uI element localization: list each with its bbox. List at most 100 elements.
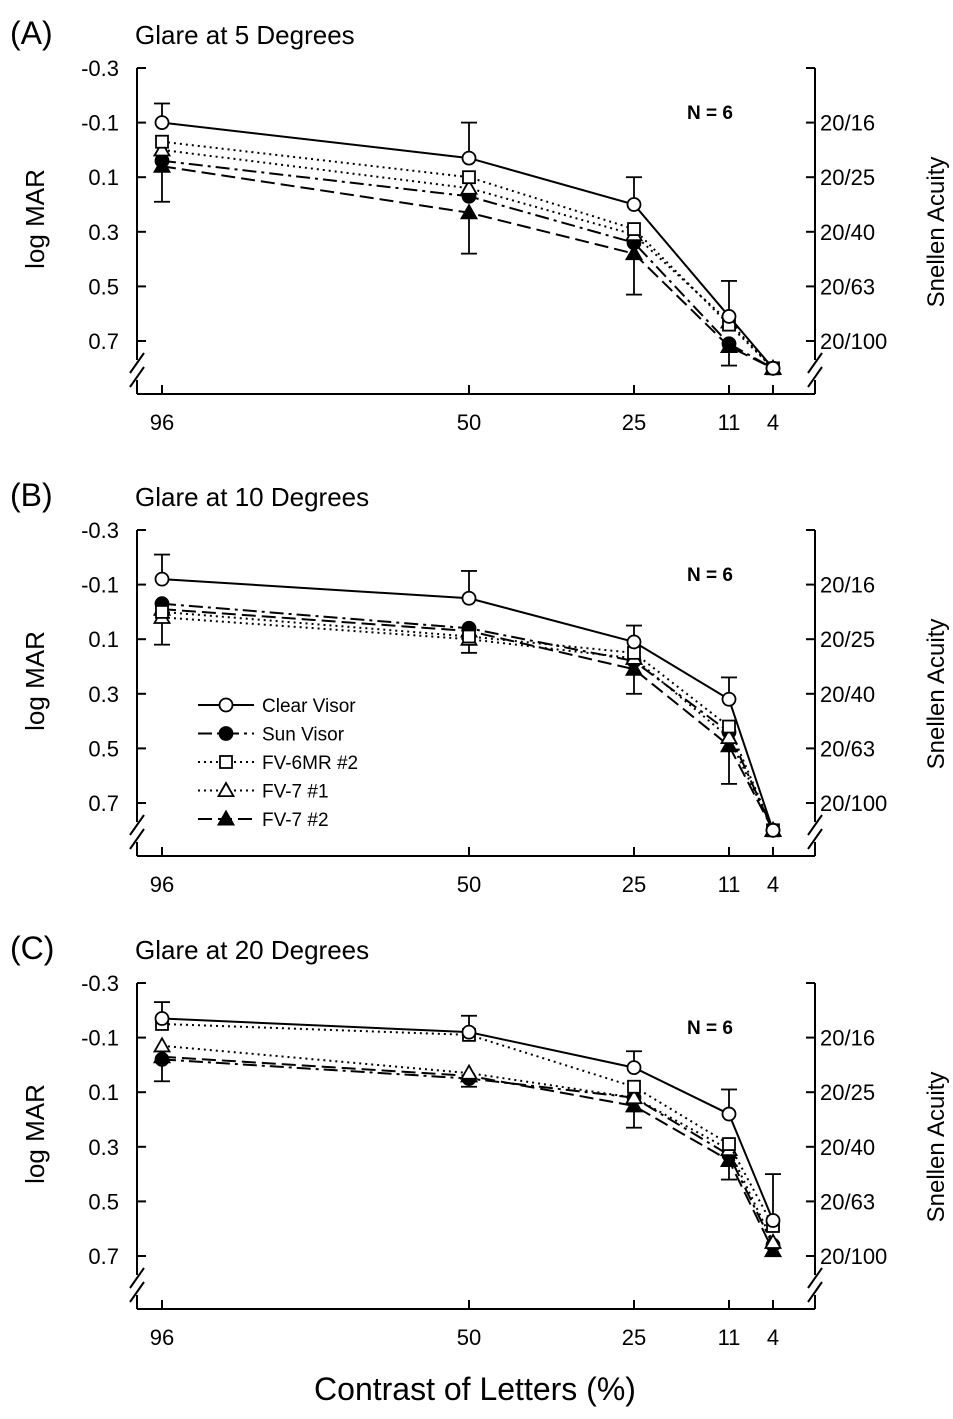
right-tick-label: 20/25	[820, 1080, 875, 1105]
legend-marker-clear-visor	[218, 697, 234, 713]
n-label: N = 6	[687, 1018, 733, 1039]
data-point-clear-visor	[626, 1060, 642, 1076]
y-axis-title: log MAR	[20, 1084, 50, 1184]
data-point-fv-7-1	[459, 1063, 479, 1080]
x-tick-label: 25	[622, 1325, 646, 1350]
y-tick-label: -0.1	[81, 573, 119, 598]
data-point-clear-visor	[461, 150, 477, 166]
series-line-sun-visor	[161, 602, 774, 831]
panel-letter: (C)	[10, 930, 54, 966]
left-axis-break-2	[129, 366, 145, 388]
right-tick-label: 20/16	[820, 573, 875, 598]
y-tick-label: 0.3	[88, 682, 119, 707]
x-tick-label: 96	[150, 410, 174, 435]
data-point-clear-visor	[765, 360, 781, 376]
right-axis-break	[807, 352, 823, 374]
legend-label-clear-visor: Clear Visor	[262, 696, 356, 717]
series-fv-7-1	[152, 1036, 783, 1249]
right-tick-label: 20/16	[820, 1026, 875, 1051]
n-label: N = 6	[687, 565, 733, 586]
chart-panel-2: (B) Glare at 10 Degrees N = 6 -0.3 -0.1 0.1 0.…	[10, 477, 950, 897]
data-point-clear-visor	[626, 634, 642, 650]
series-line-fv-7-2	[161, 1055, 774, 1251]
right-tick-label: 20/100	[820, 1244, 887, 1269]
left-axis-break	[129, 814, 145, 836]
chart-panel-3: (C) Glare at 20 Degrees N = 6 -0.3 -0.1 0.1 0.…	[10, 930, 950, 1350]
x-tick-label: 4	[767, 1325, 779, 1350]
x-tick-label: 50	[457, 410, 481, 435]
panel-title: Glare at 10 Degrees	[135, 482, 369, 512]
legend-label-sun-visor: Sun Visor	[262, 725, 345, 746]
data-point-sun-visor	[721, 336, 737, 352]
data-point-fv-7-2	[719, 736, 739, 753]
y-axis-title: log MAR	[20, 631, 50, 731]
x-tick-label: 11	[718, 1325, 741, 1350]
right-axis-break	[807, 814, 823, 836]
series-line-fv-6mr-2	[161, 610, 774, 831]
legend-label-fv-7-1: FV-7 #1	[262, 782, 329, 803]
data-point-clear-visor	[461, 590, 477, 606]
series-fv-6mr-2	[155, 1017, 780, 1233]
right-tick-label: 20/40	[820, 682, 875, 707]
right-tick-label: 20/25	[820, 165, 875, 190]
left-axis-break	[129, 352, 145, 374]
legend-marker-fv-7-2	[216, 809, 236, 826]
data-point-fv-7-1	[624, 1088, 644, 1105]
data-point-clear-visor	[765, 822, 781, 838]
data-point-clear-visor	[154, 115, 170, 130]
data-point-clear-visor	[765, 1213, 781, 1228]
y-tick-label: 0.1	[88, 165, 119, 190]
series-line-fv-6mr-2	[161, 1022, 774, 1227]
legend-label-fv-7-2: FV-7 #2	[262, 810, 329, 831]
data-point-fv-6mr-2	[155, 605, 169, 619]
right-tick-label: 20/40	[820, 1135, 875, 1160]
y-tick-label: -0.3	[81, 518, 119, 543]
data-point-fv-6mr-2	[722, 719, 736, 734]
left-axis-break-2	[129, 828, 145, 850]
right-axis-break	[807, 1267, 823, 1289]
legend-marker-fv-6mr-2	[219, 755, 233, 769]
data-point-fv-6mr-2	[627, 1079, 641, 1094]
series-clear-visor	[154, 1001, 781, 1228]
x-tick-label: 25	[622, 872, 646, 897]
x-tick-label: 11	[718, 410, 741, 435]
data-point-fv-7-1	[763, 1233, 783, 1249]
right-axis-title: Snellen Acuity	[923, 1072, 950, 1223]
data-point-fv-6mr-2	[627, 222, 641, 236]
x-tick-label: 4	[767, 410, 779, 435]
data-point-clear-visor	[461, 1024, 477, 1040]
data-point-fv-7-2	[624, 244, 644, 261]
chart-panel-1: (A) Glare at 5 Degrees N = 6 -0.3 -0.1 0.1 0.3…	[10, 15, 950, 435]
series-sun-visor	[154, 1052, 781, 1253]
series-clear-visor	[154, 553, 781, 838]
right-tick-label: 20/25	[820, 627, 875, 652]
y-tick-label: 0.7	[88, 791, 119, 816]
data-point-fv-7-1	[719, 728, 739, 745]
right-tick-label: 20/100	[820, 791, 887, 816]
y-tick-label: 0.1	[88, 627, 119, 652]
y-tick-label: 0.1	[88, 1080, 119, 1105]
data-point-clear-visor	[721, 1106, 737, 1122]
y-tick-label: -0.1	[81, 1026, 119, 1051]
y-tick-label: 0.5	[88, 736, 119, 761]
left-axis-break	[129, 1267, 145, 1289]
right-tick-label: 20/100	[820, 329, 887, 354]
legend: Clear Visor Sun Visor FV-6MR #2 FV-7 #1 FV-7…	[198, 696, 358, 831]
x-tick-label: 11	[718, 872, 741, 897]
series-line-clear-visor	[161, 1017, 774, 1221]
y-tick-label: -0.3	[81, 56, 119, 81]
y-tick-label: 0.7	[88, 329, 119, 354]
x-tick-label: 96	[150, 1325, 174, 1350]
x-tick-label: 4	[767, 872, 779, 897]
data-point-fv-7-1	[459, 178, 479, 195]
data-point-clear-visor	[721, 309, 737, 324]
panel-title: Glare at 20 Degrees	[135, 935, 369, 965]
x-axis-title: Contrast of Letters (%)	[314, 1371, 636, 1407]
right-axis-break-2	[807, 366, 823, 388]
data-point-clear-visor	[154, 571, 170, 587]
panel-letter: (B)	[10, 477, 53, 513]
y-axis-title: log MAR	[20, 169, 50, 269]
y-tick-label: 0.5	[88, 1189, 119, 1214]
